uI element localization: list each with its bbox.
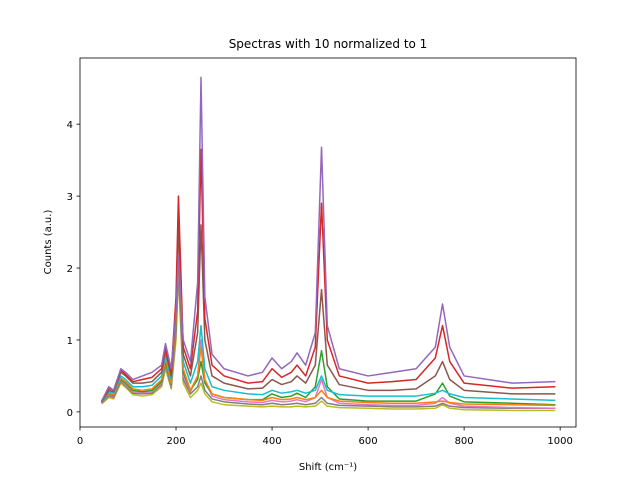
- y-tick-label: 0: [67, 408, 73, 419]
- y-axis-label: Counts (a.u.): [43, 210, 54, 275]
- spectrum-line: [100, 224, 556, 403]
- axes-frame: [79, 57, 577, 428]
- x-axis-label: Shift (cm⁻¹): [299, 462, 357, 473]
- spectrum-line: [100, 148, 556, 402]
- x-tick-label: 200: [166, 436, 185, 447]
- y-tick-label: 4: [67, 120, 73, 131]
- spectrum-line: [101, 274, 556, 412]
- x-tick-label: 600: [359, 436, 378, 447]
- spectrum-line: [100, 209, 556, 403]
- spectrum-line: [101, 231, 556, 407]
- x-tick-label: 400: [263, 436, 282, 447]
- x-tick-label: 0: [77, 436, 83, 447]
- chart-title: Spectras with 10 normalized to 1: [229, 37, 428, 51]
- spectrum-line: [100, 76, 556, 402]
- x-tick-label: 800: [455, 436, 474, 447]
- y-tick-label: 1: [67, 336, 73, 347]
- x-tick-label: 1000: [547, 436, 572, 447]
- y-tick-label: 2: [67, 264, 73, 275]
- y-tick-label: 3: [67, 192, 73, 203]
- spectrum-line: [101, 267, 556, 410]
- spectrum-line: [101, 252, 556, 410]
